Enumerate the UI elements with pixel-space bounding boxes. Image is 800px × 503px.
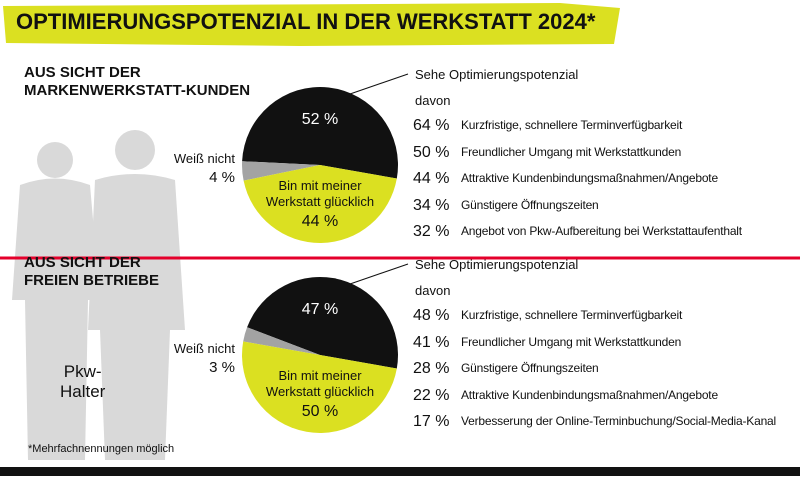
breakdown-value: 22 % (413, 386, 450, 404)
category-label: Weiß nicht (173, 151, 235, 166)
breakdown-text: Verbesserung der Online-Terminbuchung/So… (461, 414, 776, 428)
section-title: AUS SICHT DER MARKENWERKSTATT-KUNDEN (24, 64, 251, 99)
category-label: Bin mit meiner Werkstatt glücklich (265, 178, 375, 209)
slice-label: 47 % (301, 301, 339, 318)
category-label: Weiß nicht (173, 341, 235, 356)
breakdown-text: Freundlicher Umgang mit Werkstattkunden (461, 334, 682, 349)
breakdown-value: 34 % (413, 196, 450, 214)
silhouettes (12, 130, 185, 460)
slice-label: 3 % (209, 359, 235, 376)
breakdown-value: 17 % (413, 413, 450, 430)
breakdown-text: Kurzfristige, schnellere Terminverfügbar… (461, 308, 683, 322)
category-label: Bin mit meiner Werkstatt glücklich (265, 368, 375, 399)
breakdown-text: Günstigere Öffnungszeiten (461, 197, 599, 212)
title: OPTIMIERUNGSPOTENZIAL IN DER WERKSTATT 2… (16, 9, 596, 34)
pie-slice (241, 161, 320, 181)
breakdown-value: 44 % (413, 170, 450, 187)
pie-slice (243, 165, 397, 244)
slice-label: 52 % (301, 111, 339, 128)
pie-slice (242, 341, 397, 433)
breakdown-text: Attraktive Kundenbindungsmaßnahmen/Angeb… (461, 171, 718, 185)
breakdown-value: 50 % (413, 143, 450, 161)
bottom-bar (0, 467, 800, 476)
breakdown-text: Attraktive Kundenbindungsmaßnahmen/Angeb… (461, 387, 718, 402)
connector (349, 73, 409, 95)
breakdown-text: Kurzfristige, schnellere Terminverfügbar… (461, 118, 683, 132)
section-title: AUS SICHT DER FREIEN BETRIEBE (24, 254, 160, 289)
breakdown-value: 28 % (413, 360, 450, 377)
breakdown-value: 41 % (413, 333, 450, 351)
slice-label: 44 % (301, 213, 339, 230)
pie-slice (247, 277, 398, 369)
breakdown-value: 32 % (413, 223, 450, 240)
category-label: Sehe Optimierungspotenzial (415, 257, 579, 272)
slice-label: 4 % (209, 169, 235, 186)
breakdown-label: davon (415, 283, 451, 298)
pie-slice (242, 86, 399, 179)
image-label: Pkw- Halter (60, 362, 106, 402)
breakdown-value: 64 % (413, 117, 450, 134)
footnote: *Mehrfachnennungen möglich (28, 443, 175, 455)
breakdown-text: Günstigere Öffnungszeiten (461, 361, 599, 375)
breakdown-value: 48 % (413, 307, 450, 324)
slice-label: 50 % (301, 403, 339, 420)
category-label: Sehe Optimierungspotenzial (415, 67, 579, 82)
breakdown-text: Angebot von Pkw-Aufbereitung bei Werksta… (461, 224, 742, 238)
title-band (3, 3, 620, 46)
breakdown-text: Freundlicher Umgang mit Werkstattkunden (461, 144, 682, 159)
pie-slice (243, 327, 320, 355)
breakdown-label: davon (415, 93, 451, 108)
connector (349, 263, 409, 285)
